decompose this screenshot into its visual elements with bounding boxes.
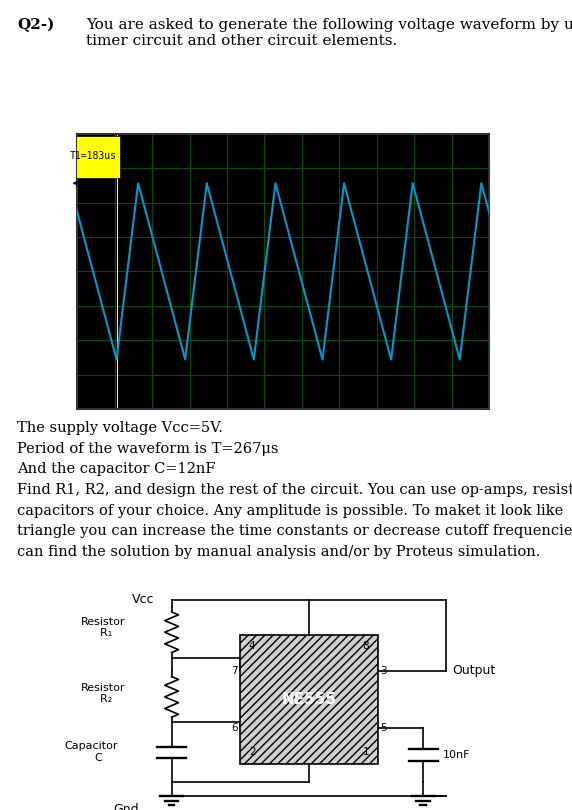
Text: 8: 8 (362, 642, 369, 651)
Text: NE555: NE555 (281, 692, 336, 706)
Text: 7: 7 (231, 666, 237, 676)
Text: 10nF: 10nF (443, 750, 471, 760)
FancyBboxPatch shape (66, 136, 120, 177)
Text: Resistor
  R₁: Resistor R₁ (81, 617, 125, 638)
Text: Vcc: Vcc (132, 594, 154, 607)
Text: Capacitor
    C: Capacitor C (65, 741, 118, 763)
Bar (240, 634, 378, 764)
Text: Gnd: Gnd (113, 803, 138, 810)
Text: 5: 5 (380, 723, 387, 732)
Text: 3: 3 (380, 666, 387, 676)
Text: The supply voltage Vcc=5V.
Period of the waveform is T=267μs
And the capacitor C: The supply voltage Vcc=5V. Period of the… (17, 421, 572, 559)
Text: Output: Output (452, 664, 495, 677)
Text: T1=183us: T1=183us (70, 151, 117, 160)
Text: Q2-): Q2-) (17, 18, 54, 32)
Text: You are asked to generate the following voltage waveform by using a 555
timer ci: You are asked to generate the following … (86, 18, 572, 49)
Text: Resistor
  R₂: Resistor R₂ (81, 683, 125, 704)
Text: 4: 4 (249, 642, 256, 651)
Text: 6: 6 (231, 723, 237, 732)
Text: 2: 2 (249, 747, 256, 757)
Text: 1: 1 (362, 747, 369, 757)
